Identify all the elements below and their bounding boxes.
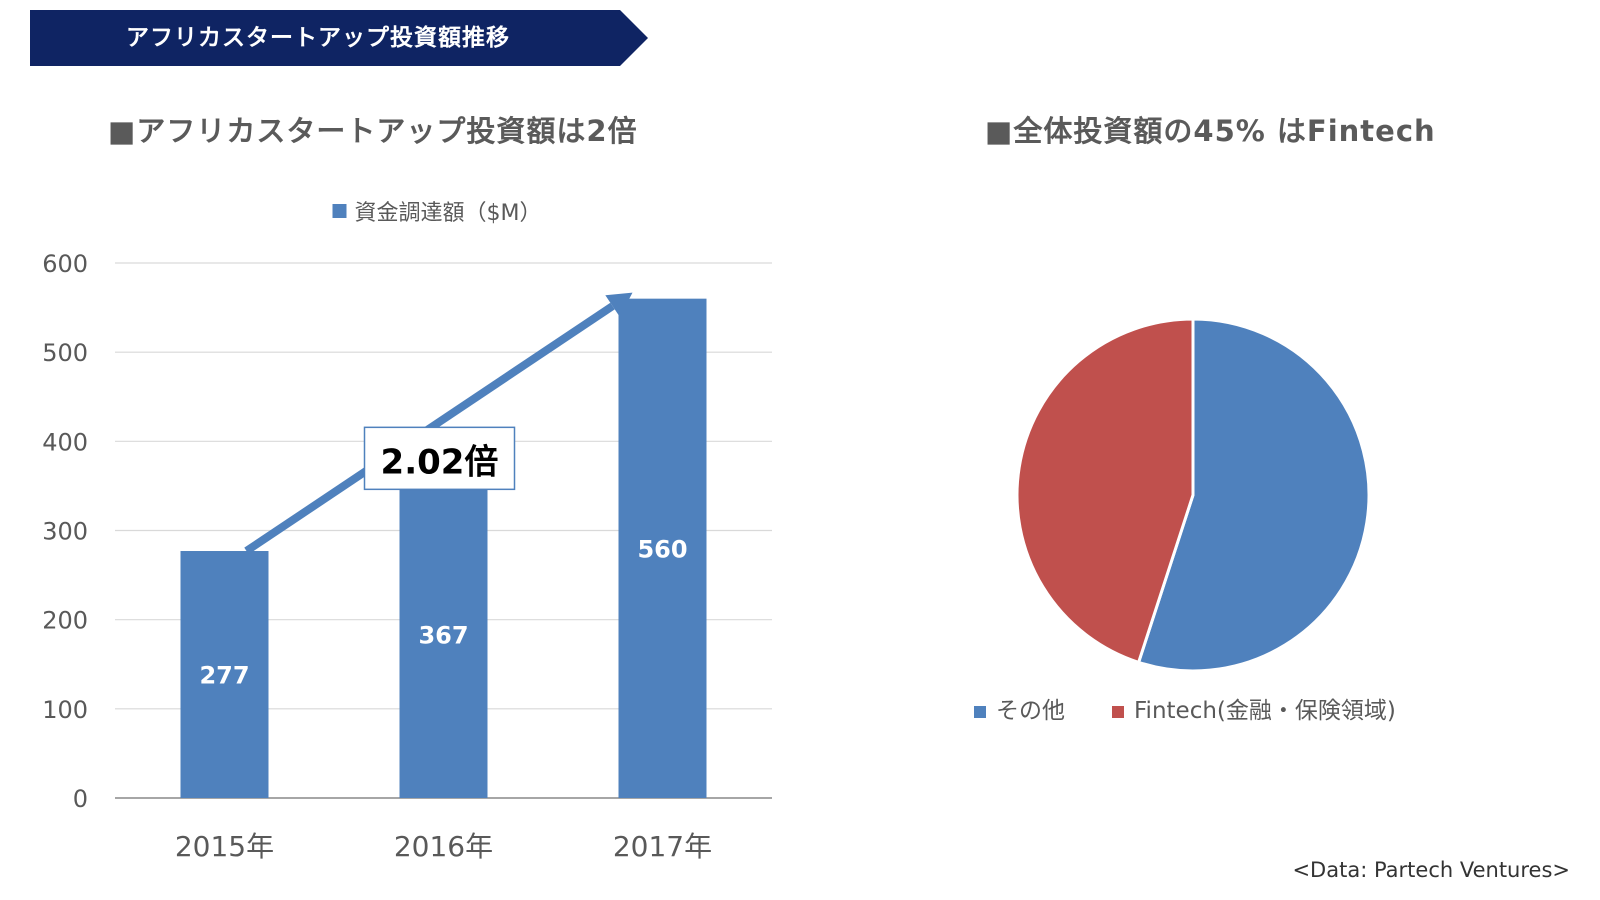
pie-chart: その他 Fintech(金融・保険領域): [974, 317, 1396, 724]
header-banner: アフリカスタートアップ投資額推移: [30, 10, 650, 66]
pie-slice: [1136, 317, 1371, 673]
legend-swatch: [1112, 706, 1124, 718]
legend-label: Fintech(金融・保険領域): [1134, 698, 1396, 724]
y-tick-label: 100: [42, 696, 88, 724]
right-section-title: ■全体投資額の45% はFintech: [985, 108, 1436, 150]
y-tick-label: 500: [42, 339, 88, 367]
left-section-title: ■アフリカスタートアップ投資額は2倍: [108, 108, 638, 150]
y-tick-label: 300: [42, 518, 88, 546]
left-title-text: アフリカスタートアップ投資額は2倍: [136, 114, 638, 148]
annotation-label: 2.02倍: [381, 442, 499, 482]
bar: [180, 551, 269, 798]
pie-slice: [1015, 317, 1195, 665]
y-tick-label: 400: [42, 428, 88, 456]
growth-arrow-head: [605, 292, 633, 317]
legend-swatch: [974, 706, 986, 718]
x-tick-label: 2017年: [613, 830, 712, 863]
legend-label: 資金調達額（$M）: [355, 201, 542, 226]
x-tick-label: 2015年: [175, 830, 274, 863]
bar: [399, 470, 488, 798]
bar-chart: 0 100 200 300 400 500 600 277 2015年 367 2016年 560 20…: [42, 201, 772, 863]
data-label: 277: [199, 662, 249, 690]
annotation-box: [363, 426, 516, 491]
legend-swatch: [332, 204, 347, 218]
right-title-text: 全体投資額の45% はFintech: [1013, 114, 1436, 148]
title-square-marker: ■: [108, 114, 137, 148]
y-tick-label: 600: [42, 250, 88, 278]
title-square-marker: ■: [985, 114, 1014, 148]
x-tick-label: 2016年: [394, 830, 493, 863]
legend-label: その他: [996, 698, 1065, 724]
data-label: 367: [418, 621, 468, 649]
data-label: 560: [637, 535, 687, 563]
banner-shape: [30, 10, 648, 66]
source-note: <Data: Partech Ventures>: [1292, 858, 1570, 882]
y-tick-label: 200: [42, 607, 88, 635]
bar: [618, 298, 707, 798]
y-tick-label: 0: [73, 785, 88, 813]
banner-title: アフリカスタートアップ投資額推移: [126, 25, 510, 51]
